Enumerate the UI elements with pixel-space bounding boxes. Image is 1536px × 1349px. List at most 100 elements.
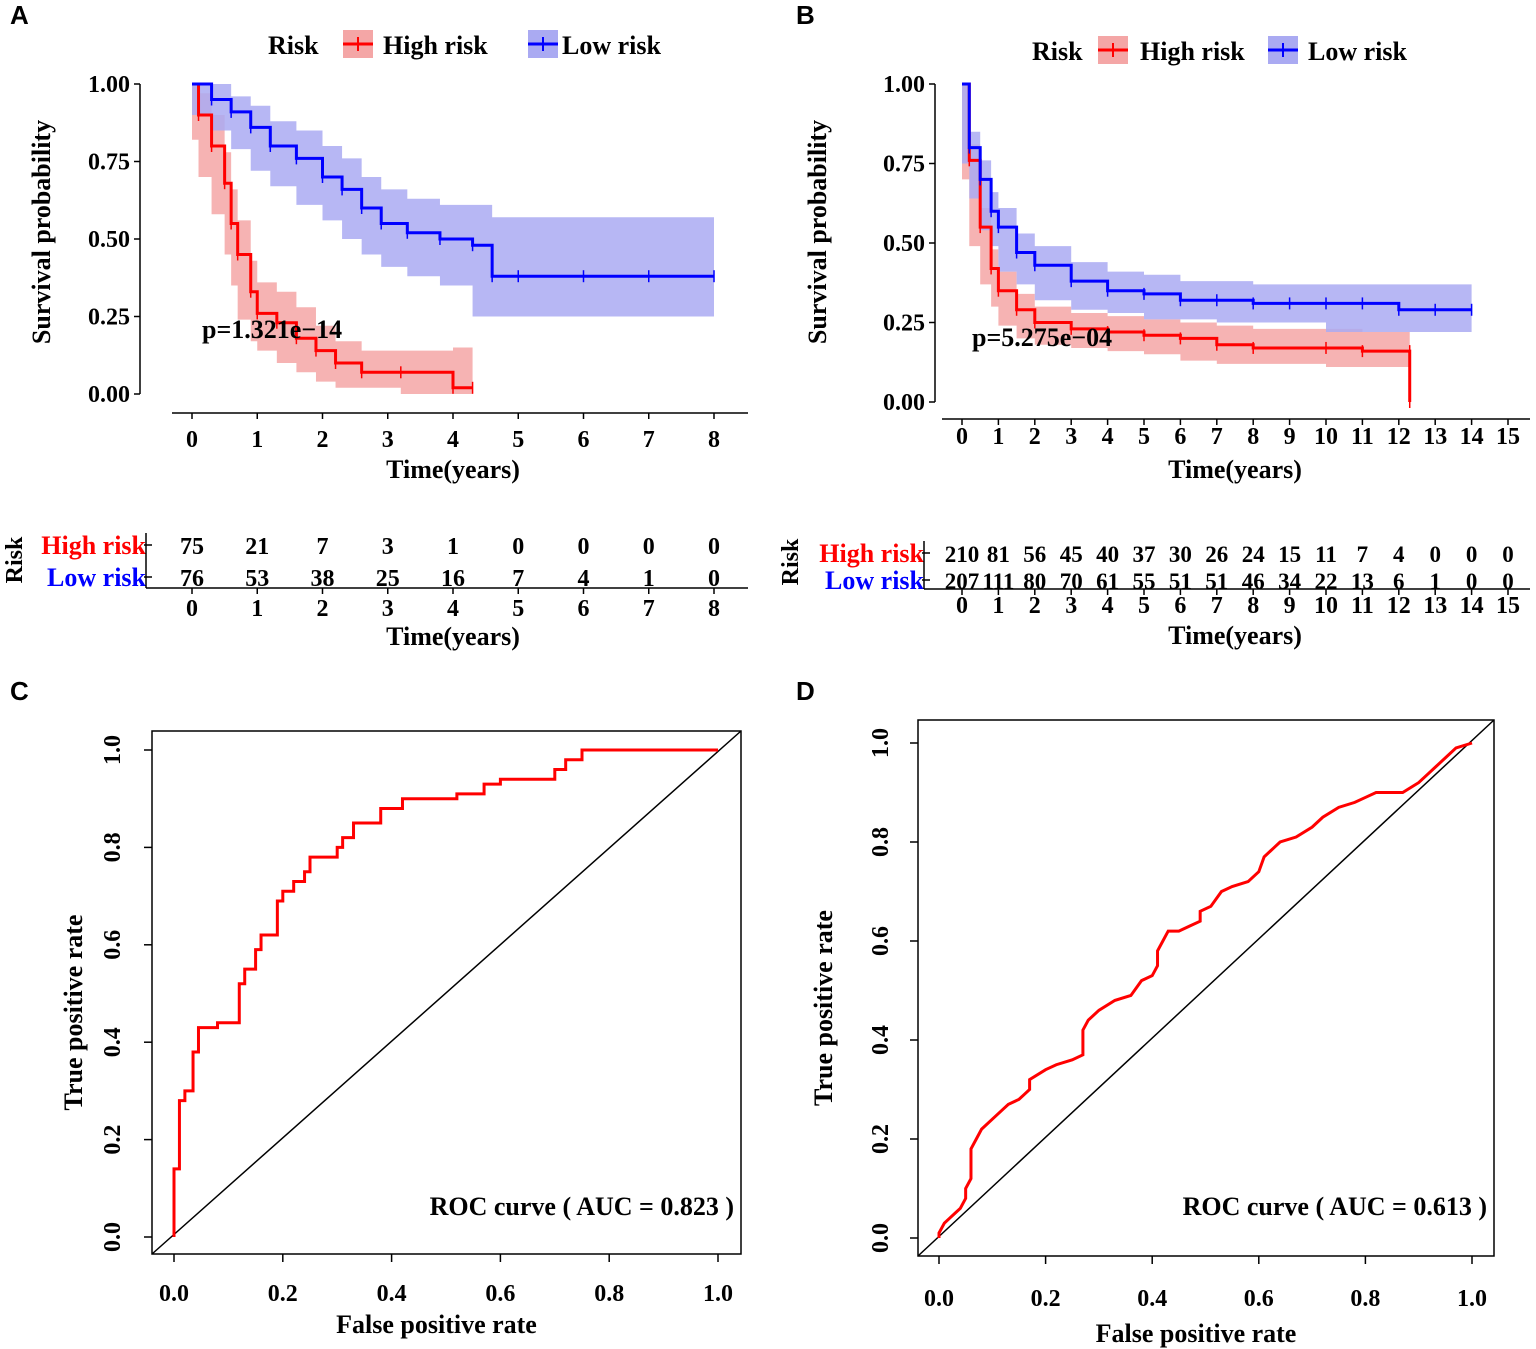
risk-table-x-tick-label: 5 <box>512 596 524 622</box>
x-tick-label: 0.8 <box>1350 1286 1380 1312</box>
ci-band-low-risk <box>962 84 1472 333</box>
legend-label: Low risk <box>1308 37 1408 66</box>
risk-table-row-label: Low risk <box>825 566 925 595</box>
y-axis-title: True positive rate <box>809 910 838 1106</box>
y-axis-title: Survival probability <box>803 120 832 344</box>
x-tick-label: 13 <box>1423 424 1447 450</box>
x-tick-label: 1.0 <box>703 1281 733 1307</box>
risk-table-x-tick-label: 7 <box>1211 593 1223 619</box>
risk-table-x-tick-label: 8 <box>1247 593 1259 619</box>
risk-table-x-tick-label: 10 <box>1314 593 1338 619</box>
x-tick-label: 12 <box>1387 424 1411 450</box>
risk-table-x-tick-label: 13 <box>1423 593 1447 619</box>
ci-band-low-risk <box>192 84 714 317</box>
y-tick-label: 0.75 <box>88 150 130 176</box>
x-tick-label: 1 <box>251 427 263 453</box>
x-axis-title: Time(years) <box>386 455 520 484</box>
risk-table-cell: 1 <box>447 534 459 560</box>
risk-table-title: Risk <box>2 536 28 583</box>
plot-frame <box>151 730 742 1255</box>
risk-table-x-tick-label: 3 <box>1065 593 1077 619</box>
risk-table-cell: 0 <box>1502 542 1514 567</box>
x-tick-label: 4 <box>1102 424 1114 450</box>
risk-table-cell: 13 <box>1351 569 1374 594</box>
y-tick-label: 1.00 <box>88 72 130 98</box>
y-tick-label: 0.6 <box>868 926 894 956</box>
risk-table-cell: 21 <box>245 534 269 560</box>
survival-curve-high-risk <box>962 82 1412 402</box>
risk-table-cell: 15 <box>1278 542 1301 567</box>
x-tick-label: 0.6 <box>485 1281 515 1307</box>
x-tick-label: 6 <box>578 427 590 453</box>
risk-table-x-tick-label: 11 <box>1351 593 1374 619</box>
risk-table-row-label: High risk <box>41 531 146 560</box>
risk-table-x-tick-label: 6 <box>1174 593 1186 619</box>
risk-table-cell: 51 <box>1205 569 1228 594</box>
panel-letter-d: D <box>796 676 815 706</box>
diagonal-reference-line <box>917 719 1495 1257</box>
x-tick-label: 0.4 <box>377 1281 407 1307</box>
risk-table-cell: 11 <box>1315 542 1337 567</box>
y-tick-label: 0.75 <box>883 152 925 178</box>
risk-table-x-tick-label: 4 <box>447 596 459 622</box>
x-tick-label: 1 <box>992 424 1004 450</box>
risk-table-x-tick-label: 9 <box>1284 593 1296 619</box>
ci-band-high-risk <box>962 84 1410 402</box>
auc-annotation: ROC curve ( AUC = 0.613 ) <box>1183 1192 1487 1221</box>
x-axis-title: False positive rate <box>336 1310 537 1339</box>
risk-table-cell: 40 <box>1096 542 1119 567</box>
panel-letter-b: B <box>796 0 815 30</box>
roc-curve <box>172 748 718 1237</box>
y-tick-label: 0.8 <box>868 827 894 857</box>
risk-table-cell: 3 <box>382 534 394 560</box>
risk-table-x-title: Time(years) <box>1168 621 1302 650</box>
risk-table-cell: 34 <box>1278 569 1302 594</box>
risk-table-cell: 6 <box>1393 569 1405 594</box>
x-tick-label: 6 <box>1174 424 1186 450</box>
y-axis-title: True positive rate <box>59 915 88 1111</box>
diagonal-reference-line <box>151 730 742 1255</box>
x-tick-label: 0 <box>956 424 968 450</box>
legend-title: Risk <box>268 31 319 60</box>
y-tick-label: 0.25 <box>88 305 130 331</box>
x-tick-label: 0.0 <box>159 1281 189 1307</box>
risk-table-cell: 7 <box>512 566 524 592</box>
risk-table-cell: 55 <box>1133 569 1156 594</box>
x-tick-label: 0.0 <box>924 1286 954 1312</box>
x-axis-title: False positive rate <box>1096 1319 1297 1348</box>
y-tick-label: 1.0 <box>100 735 126 765</box>
x-tick-label: 0.4 <box>1137 1286 1167 1312</box>
roc-panel-c: 0.0 0.2 0.4 0.6 0.8 1.0 0.0 0.2 0.4 0.6 0.8 1.0 Fals… <box>59 730 742 1339</box>
x-tick-label: 9 <box>1284 424 1296 450</box>
risk-table-cell: 210 <box>945 542 980 567</box>
risk-table-cell: 45 <box>1060 542 1083 567</box>
y-tick-label: 0.6 <box>100 930 126 960</box>
risk-table-row-label: High risk <box>819 539 924 568</box>
risk-table-cell: 56 <box>1023 542 1046 567</box>
x-tick-label: 3 <box>1065 424 1077 450</box>
x-tick-label: 3 <box>382 427 394 453</box>
ci-band-high-risk <box>192 84 473 394</box>
x-tick-label: 5 <box>1138 424 1150 450</box>
roc-curve <box>937 741 1473 1238</box>
x-tick-label: 14 <box>1460 424 1484 450</box>
risk-table-x-tick-label: 7 <box>643 596 655 622</box>
x-tick-label: 0.8 <box>594 1281 624 1307</box>
x-tick-label: 11 <box>1351 424 1374 450</box>
risk-table-cell: 30 <box>1169 542 1192 567</box>
risk-table-cell: 24 <box>1242 542 1266 567</box>
panel-letter-c: C <box>10 676 29 706</box>
panel-letter-a: A <box>10 0 29 30</box>
risk-table-cell: 4 <box>578 566 590 592</box>
x-tick-label: 4 <box>447 427 459 453</box>
risk-table-cell: 22 <box>1315 569 1338 594</box>
risk-table-x-tick-label: 15 <box>1496 593 1520 619</box>
risk-table-row-label: Low risk <box>47 563 147 592</box>
y-tick-label: 0.25 <box>883 311 925 337</box>
legend-label: High risk <box>1140 37 1245 66</box>
risk-table-cell: 0 <box>1429 542 1441 567</box>
x-tick-label: 2 <box>1029 424 1041 450</box>
y-tick-label: 0.50 <box>88 227 130 253</box>
risk-table-x-tick-label: 0 <box>956 593 968 619</box>
